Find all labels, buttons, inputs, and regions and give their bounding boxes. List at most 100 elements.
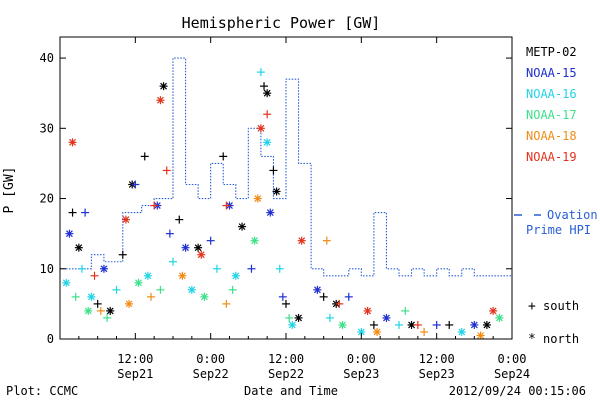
south-point xyxy=(432,320,441,329)
north-point xyxy=(495,313,504,322)
north-point xyxy=(99,264,108,273)
y-tick-label: 0 xyxy=(47,332,54,346)
south-point xyxy=(228,285,237,294)
south-point xyxy=(112,285,121,294)
x-tick-label-date: Sep22 xyxy=(268,367,304,381)
south-label: south xyxy=(543,299,579,313)
south-point xyxy=(77,264,86,273)
x-tick-label-date: Sep23 xyxy=(419,367,455,381)
north-point xyxy=(470,320,479,329)
north-point xyxy=(457,327,466,336)
south-point xyxy=(222,299,231,308)
north-point xyxy=(263,89,272,98)
ovation-legend-label-line1: Ovation xyxy=(547,208,598,222)
axes: 01020304012:00Sep210:00Sep2212:00Sep220:… xyxy=(40,36,530,381)
south-point xyxy=(169,257,177,266)
north-label: north xyxy=(543,332,579,346)
x-tick-label-date: Sep22 xyxy=(193,367,229,381)
symbol-legend: + south * north xyxy=(528,299,579,347)
x-tick-label-date: Sep21 xyxy=(117,367,153,381)
south-point xyxy=(247,264,256,273)
x-tick-label-time: 0:00 xyxy=(347,352,376,366)
north-point xyxy=(338,320,347,329)
plot-credit: Plot: CCMC xyxy=(6,384,78,398)
legend-entry-metp-02: METP-02 xyxy=(526,45,577,59)
north-point xyxy=(65,229,74,238)
y-axis-label: P [GW] xyxy=(2,167,17,214)
north-point xyxy=(194,243,203,252)
y-tick-label: 10 xyxy=(40,262,54,276)
north-point xyxy=(266,208,275,217)
y-tick-label: 20 xyxy=(40,192,54,206)
north-point xyxy=(363,306,372,315)
scatter-points xyxy=(62,68,504,340)
south-point xyxy=(260,82,269,91)
north-point xyxy=(134,278,143,287)
north-point xyxy=(256,124,265,133)
north-point xyxy=(297,236,306,245)
north-point xyxy=(482,320,491,329)
south-point xyxy=(256,68,265,77)
south-point xyxy=(275,264,284,273)
south-point xyxy=(335,299,344,308)
chart-title: Hemispheric Power [GW] xyxy=(182,14,381,32)
legend-entry-noaa-18: NOAA-18 xyxy=(526,129,577,143)
north-point xyxy=(313,285,322,294)
north-point xyxy=(84,306,93,315)
north-point xyxy=(294,313,303,322)
north-point xyxy=(156,96,165,105)
north-point xyxy=(272,187,281,196)
north-point xyxy=(62,278,71,287)
south-point xyxy=(322,236,331,245)
south-point xyxy=(445,320,454,329)
south-point xyxy=(222,201,231,210)
south-point xyxy=(401,306,410,315)
north-point xyxy=(187,285,196,294)
north-point xyxy=(106,306,115,315)
south-point xyxy=(150,201,159,210)
x-tick-label-time: 12:00 xyxy=(268,352,304,366)
x-tick-label-time: 0:00 xyxy=(196,352,225,366)
south-point xyxy=(413,320,422,329)
plot-timestamp: 2012/09/24 00:15:06 xyxy=(449,384,586,398)
north-point xyxy=(143,271,152,280)
north-point xyxy=(238,222,247,231)
south-point xyxy=(71,292,80,301)
south-point xyxy=(282,299,290,308)
north-symbol: * xyxy=(528,332,536,347)
legend-entry-noaa-15: NOAA-15 xyxy=(526,66,577,80)
north-point xyxy=(125,299,134,308)
south-point xyxy=(81,208,90,217)
south-point xyxy=(369,320,378,329)
south-point xyxy=(263,110,272,119)
x-tick-label-time: 12:00 xyxy=(419,352,455,366)
south-point xyxy=(175,215,184,224)
south-point xyxy=(219,152,228,161)
north-point xyxy=(250,236,259,245)
satellite-legend: METP-02 NOAA-15 NOAA-16 NOAA-17 NOAA-18 NOAA-… xyxy=(526,45,577,164)
south-point xyxy=(269,166,278,175)
north-point xyxy=(253,194,262,203)
south-point xyxy=(156,285,165,294)
ovation-series xyxy=(60,57,512,277)
north-point xyxy=(181,243,190,252)
north-point xyxy=(197,250,206,259)
legend-entry-noaa-19: NOAA-19 xyxy=(526,150,577,164)
south-point xyxy=(325,313,334,322)
south-point xyxy=(103,313,112,322)
north-point xyxy=(489,306,498,315)
south-point xyxy=(212,264,221,273)
y-tick-label: 30 xyxy=(40,121,54,135)
south-point xyxy=(68,208,77,217)
legend-entry-noaa-17: NOAA-17 xyxy=(526,108,577,122)
south-point xyxy=(420,327,429,336)
north-point xyxy=(87,292,96,301)
north-point xyxy=(178,271,187,280)
north-point xyxy=(121,215,130,224)
north-point xyxy=(68,138,77,147)
north-point xyxy=(74,243,83,252)
south-point xyxy=(93,299,102,308)
north-point xyxy=(200,292,209,301)
north-point xyxy=(382,313,391,322)
